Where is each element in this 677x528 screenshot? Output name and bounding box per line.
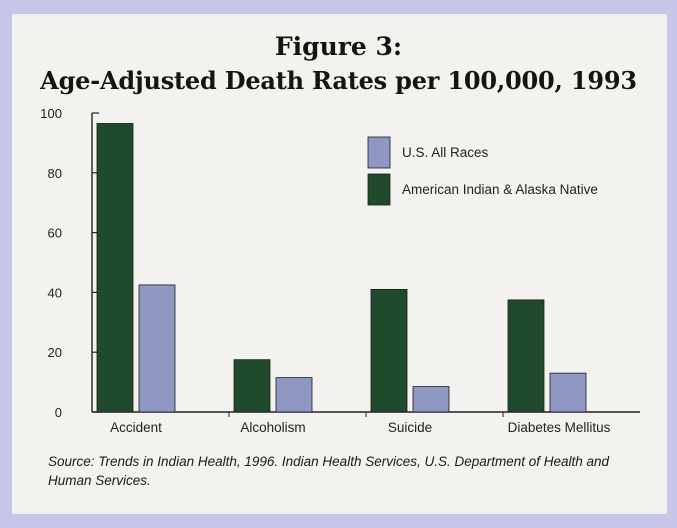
bar-ai-an-alcoholism bbox=[233, 359, 271, 413]
figure-label: Figure 3: bbox=[274, 32, 403, 61]
chart-bars bbox=[96, 123, 587, 413]
bar-us-all-diabetes-mellitus bbox=[549, 372, 587, 413]
legend-swatch bbox=[367, 173, 391, 206]
y-tick-label: 100 bbox=[40, 106, 62, 121]
bar-us-all-accident bbox=[138, 284, 176, 413]
legend-label: American Indian & Alaska Native bbox=[402, 182, 598, 197]
bar-us-all-alcoholism bbox=[275, 377, 313, 413]
bar-ai-an-diabetes-mellitus bbox=[507, 299, 545, 413]
y-tick-label: 20 bbox=[48, 345, 62, 360]
legend-label: U.S. All Races bbox=[402, 145, 489, 160]
legend-swatch bbox=[367, 136, 391, 169]
y-tick-label: 80 bbox=[48, 166, 62, 181]
x-tick-label: Alcoholism bbox=[240, 420, 305, 435]
bar-ai-an-suicide bbox=[370, 289, 408, 413]
bar-us-all-suicide bbox=[412, 386, 450, 413]
source-note: Source: Trends in Indian Health, 1996. I… bbox=[48, 454, 610, 488]
chart-axes: 0 20 40 60 80 100 bbox=[40, 106, 640, 420]
y-tick-label: 40 bbox=[48, 285, 62, 300]
y-tick-label: 60 bbox=[48, 226, 62, 241]
x-tick-label: Diabetes Mellitus bbox=[508, 420, 611, 435]
bar-ai-an-accident bbox=[96, 123, 134, 413]
x-tick-label: Suicide bbox=[388, 420, 432, 435]
chart-title: Age-Adjusted Death Rates per 100,000, 19… bbox=[40, 66, 637, 95]
y-tick-label: 0 bbox=[55, 405, 62, 420]
x-tick-labels: Accident Alcoholism Suicide Diabetes Mellit… bbox=[110, 420, 611, 435]
chart-legend: U.S. All Races American Indian & Alaska N… bbox=[367, 136, 598, 206]
x-tick-label: Accident bbox=[110, 420, 162, 435]
